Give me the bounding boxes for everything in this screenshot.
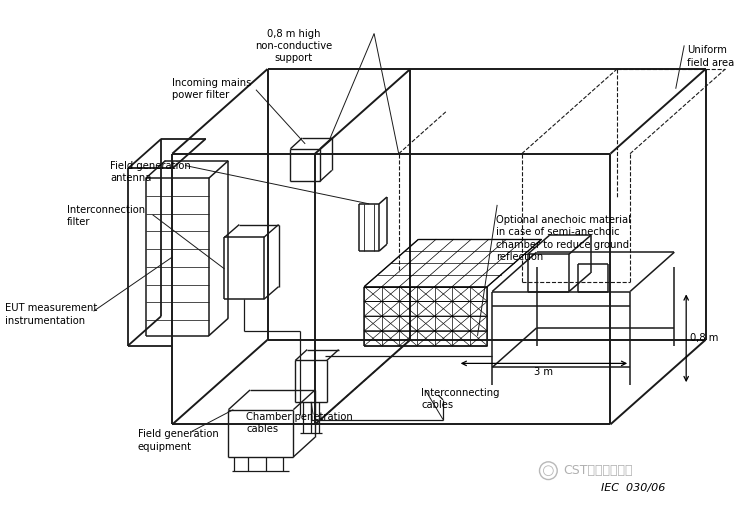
Text: Interconnecting
cables: Interconnecting cables: [421, 388, 500, 410]
Text: 0,8 m: 0,8 m: [690, 333, 718, 343]
Text: Field generation
equipment: Field generation equipment: [138, 430, 219, 452]
Text: Optional anechoic material
in case of semi-anechoic
chamber to reduce ground
ref: Optional anechoic material in case of se…: [496, 215, 631, 262]
Text: 3 m: 3 m: [534, 367, 554, 377]
Text: Chamber penetration
cables: Chamber penetration cables: [246, 412, 353, 434]
Text: IEC  030/06: IEC 030/06: [600, 483, 665, 493]
Text: Uniform
field area: Uniform field area: [687, 45, 735, 68]
Text: Field generation
antenna: Field generation antenna: [111, 161, 191, 183]
Text: EUT measurement
instrumentation: EUT measurement instrumentation: [5, 303, 97, 326]
Text: Incoming mains
power filter: Incoming mains power filter: [172, 78, 252, 100]
Text: Interconnection
filter: Interconnection filter: [67, 205, 145, 227]
Text: CST仿真专家之路: CST仿真专家之路: [563, 464, 633, 477]
Text: 0,8 m high
non-conductive
support: 0,8 m high non-conductive support: [255, 29, 332, 64]
